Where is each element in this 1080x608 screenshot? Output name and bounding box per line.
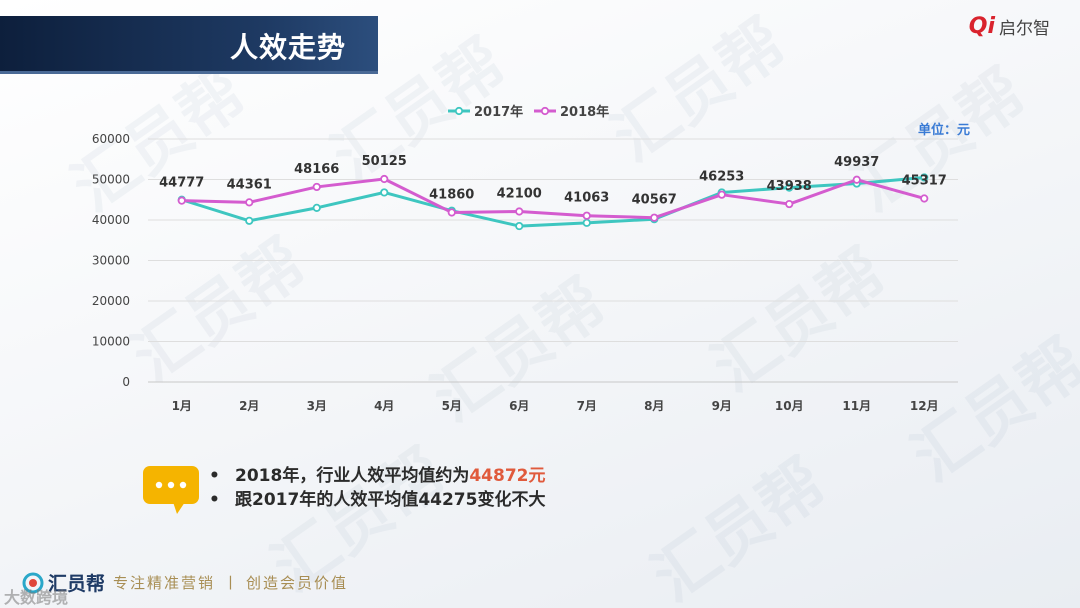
x-tick-label: 10月 [775,399,804,413]
data-point [245,216,254,225]
brand-logo: Qi 启尔智 [969,14,1050,39]
data-point [582,211,591,220]
data-point [515,207,524,216]
legend-label: 2017年 [474,104,523,120]
legend-marker [454,106,464,116]
note-text: 2018年，行业人效平均值约为 [235,466,470,486]
footer-brand: 汇员帮 [48,573,106,595]
data-label: 42100 [497,186,542,201]
chat-bubble-icon [143,464,201,516]
wechat-watermark: 大数跨境 [4,588,69,607]
line-chart: 0 10000 20000 30000 40000 50000 60000 1月 2月 3月 4月 5… [92,104,958,413]
note-text: 跟2017年的人效平均值44275变化不大 [235,490,546,510]
x-tick-label: 6月 [509,399,529,413]
brand-swirl-icon [22,572,44,593]
legend-marker [540,106,550,116]
data-label: 43938 [767,179,812,194]
data-point [312,182,321,192]
x-tick-label: 2月 [239,399,259,413]
x-tick-label: 8月 [644,399,664,413]
page-title: 人效走势 [229,31,346,64]
footer-slogan-left: 专注精准营销 [113,574,216,592]
data-point [447,208,456,217]
x-tick-label: 7月 [577,399,597,413]
data-point [515,221,524,231]
x-tick-label: 11月 [842,399,871,413]
data-point [177,196,186,205]
watermark: 汇员帮 [639,445,840,608]
data-label: 45317 [902,173,947,188]
x-tick-label: 4月 [374,399,394,413]
unit-label: 单位：元 [918,123,971,138]
y-tick-label: 50000 [92,173,130,187]
x-tick-label: 1月 [172,399,192,413]
y-tick-label: 30000 [92,254,130,268]
data-point [312,203,321,212]
y-tick-label: 60000 [92,132,130,146]
brand-logo-name: 启尔智 [999,19,1050,39]
data-label: 44361 [227,177,272,192]
title-bar: 人效走势 [0,16,378,74]
data-label: 41860 [429,187,474,202]
series-line-1 [181,175,925,228]
data-point [582,218,591,227]
data-label: 41063 [564,191,609,206]
x-tick-label: 3月 [307,399,327,413]
y-tick-label: 20000 [92,294,130,308]
brand-logo-mark: Qi [968,14,995,39]
x-tick-label: 9月 [712,399,732,413]
legend-label: 2018年 [560,104,609,120]
note-average-2018: • 2018年，行业人效平均值约为44872元 [209,466,546,486]
y-tick-label: 10000 [92,335,130,349]
y-tick-label: 0 [122,375,130,389]
data-point [650,213,659,222]
data-point [380,188,389,197]
data-point [852,175,861,184]
data-point [785,199,794,209]
data-point [717,190,726,199]
footer-separator: 丨 [223,574,239,592]
data-label: 50125 [362,154,407,169]
footer-slogan-right: 创造会员价值 [246,574,349,592]
highlight-value: 44872元 [469,466,546,486]
data-label: 40567 [632,193,677,208]
data-label: 46253 [699,170,744,185]
y-tick-label: 40000 [92,213,130,227]
data-point [920,194,929,203]
data-label: 48166 [294,162,339,177]
note-compare-2017: • 跟2017年的人效平均值44275变化不大 [209,490,546,510]
x-tick-label: 12月 [910,399,939,413]
data-point [380,174,389,184]
data-point [245,198,254,207]
data-label: 49937 [834,155,879,170]
data-point [785,183,794,192]
x-tick-label: 5月 [442,399,462,413]
data-label: 44777 [159,176,204,191]
summary-notes: • 2018年，行业人效平均值约为44872元 • 跟2017年的人效平均值4427… [143,464,545,516]
data-point [920,173,929,182]
footer: 汇员帮 专注精准营销 丨 创造会员价值 [22,569,348,596]
series-line-2 [181,177,925,220]
